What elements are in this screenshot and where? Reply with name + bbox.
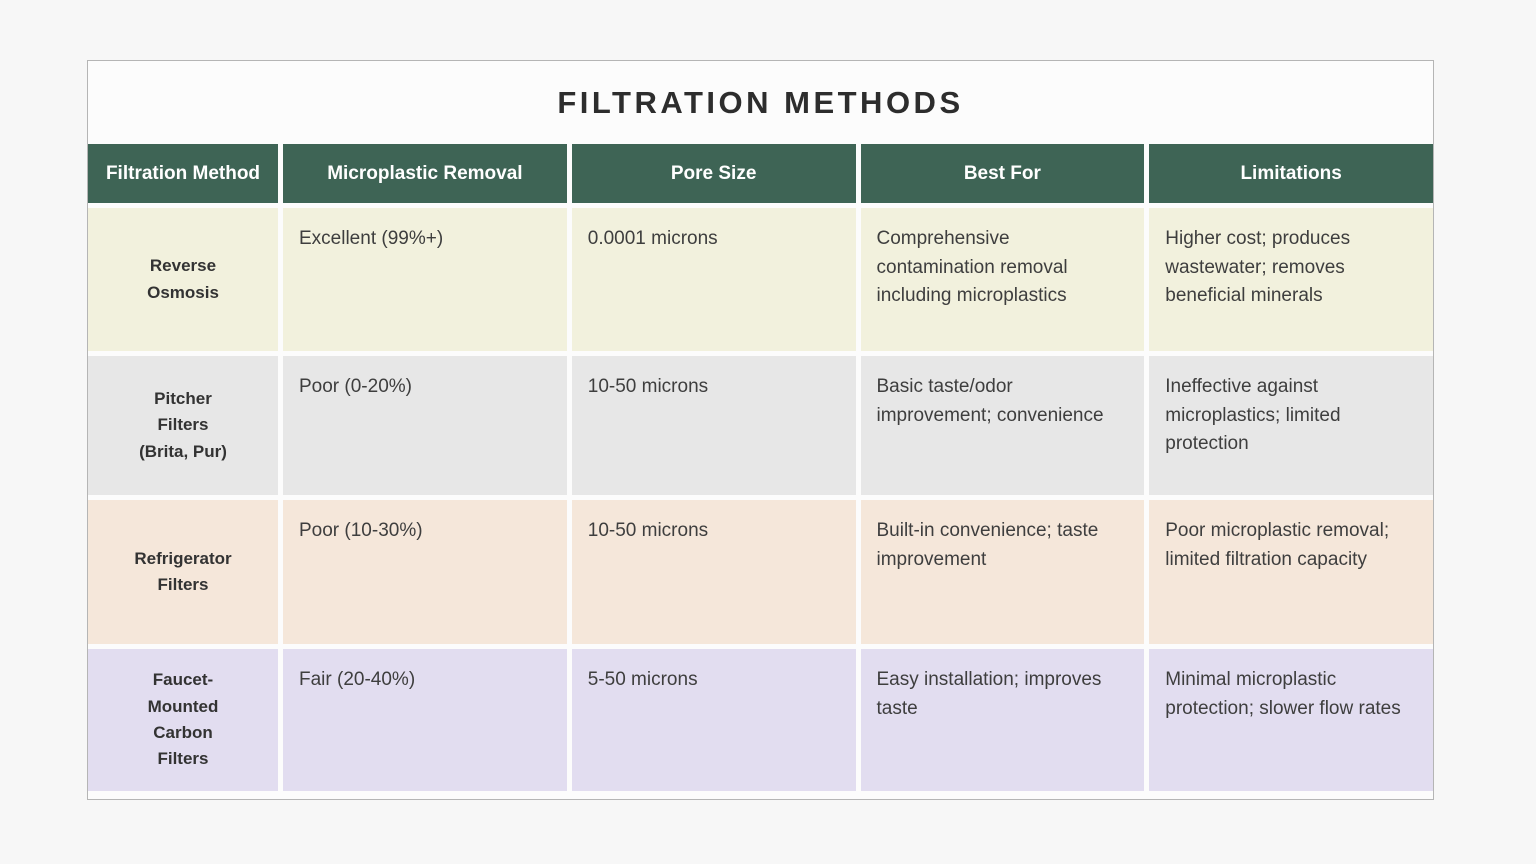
table-row-reverse-osmosis: Reverse Osmosis Excellent (99%+) 0.0001 … (88, 208, 1433, 351)
column-header-pore-size: Pore Size (571, 144, 856, 203)
title-area: FILTRATION METHODS (88, 61, 1433, 144)
method-name-cell: Faucet- Mounted Carbon Filters (88, 649, 278, 791)
best-for-cell: Basic taste/odor improvement; convenienc… (860, 356, 1145, 495)
limitations-cell: Ineffective against microplastics; limit… (1149, 356, 1433, 495)
column-header-filtration-method: Filtration Method (88, 144, 278, 203)
limitations-cell: Poor microplastic removal; limited filtr… (1149, 500, 1433, 644)
pore-size-cell: 0.0001 microns (571, 208, 856, 351)
table-row-faucet-mounted-carbon-filters: Faucet- Mounted Carbon Filters Fair (20-… (88, 649, 1433, 791)
filtration-methods-card: FILTRATION METHODS Filtration Method Mic… (87, 60, 1434, 800)
best-for-cell: Built-in convenience; taste improvement (860, 500, 1145, 644)
page-title: FILTRATION METHODS (557, 84, 964, 120)
table-row-refrigerator-filters: Refrigerator Filters Poor (10-30%) 10-50… (88, 500, 1433, 644)
pore-size-cell: 5-50 microns (571, 649, 856, 791)
column-header-best-for: Best For (860, 144, 1145, 203)
method-name-cell: Pitcher Filters (Brita, Pur) (88, 356, 278, 495)
limitations-cell: Higher cost; produces wastewater; remove… (1149, 208, 1433, 351)
limitations-cell: Minimal microplastic protection; slower … (1149, 649, 1433, 791)
table-row-pitcher-filters: Pitcher Filters (Brita, Pur) Poor (0-20%… (88, 356, 1433, 495)
microplastic-removal-cell: Poor (10-30%) (283, 500, 567, 644)
table-header-row: Filtration Method Microplastic Removal P… (88, 144, 1433, 203)
best-for-cell: Easy installation; improves taste (860, 649, 1145, 791)
column-header-limitations: Limitations (1149, 144, 1433, 203)
pore-size-cell: 10-50 microns (571, 500, 856, 644)
pore-size-cell: 10-50 microns (571, 356, 856, 495)
best-for-cell: Comprehensive contamination removal incl… (860, 208, 1145, 351)
column-header-microplastic-removal: Microplastic Removal (283, 144, 567, 203)
microplastic-removal-cell: Fair (20-40%) (283, 649, 567, 791)
method-name-cell: Reverse Osmosis (88, 208, 278, 351)
microplastic-removal-cell: Excellent (99%+) (283, 208, 567, 351)
method-name-cell: Refrigerator Filters (88, 500, 278, 644)
microplastic-removal-cell: Poor (0-20%) (283, 356, 567, 495)
